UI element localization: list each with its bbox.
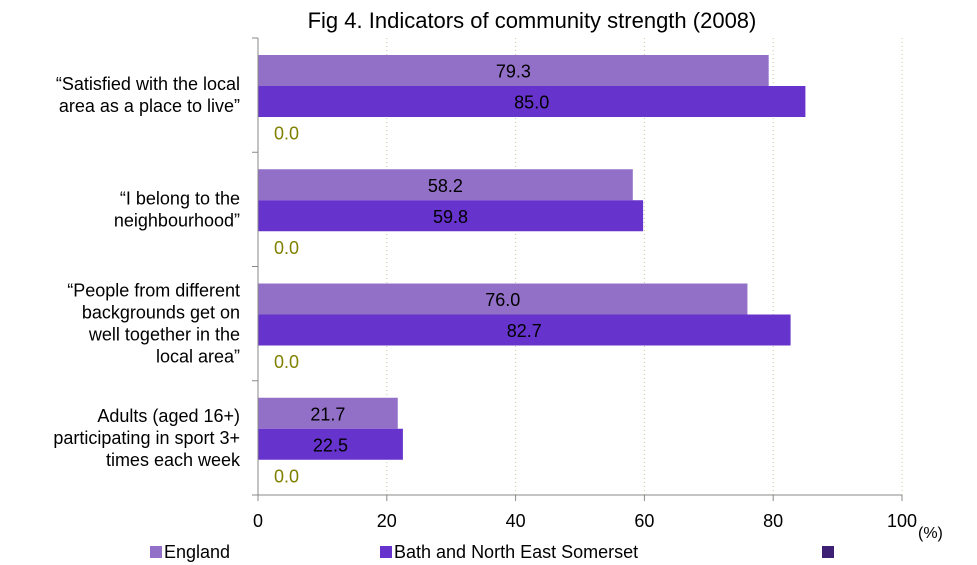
data-label: 79.3 (496, 62, 531, 82)
category-label: “Satisfied with the local area as a place… (56, 74, 240, 116)
bar (258, 200, 644, 232)
legend-swatch (150, 546, 162, 558)
bar (258, 55, 769, 86)
data-label: 58.2 (428, 176, 463, 196)
x-tick-label: 40 (506, 511, 526, 531)
data-label: 21.7 (310, 404, 345, 424)
legend-swatch (380, 546, 392, 558)
category-label-line: neighbourhood” (114, 210, 240, 230)
bar (258, 86, 806, 117)
axes (252, 37, 903, 501)
legend: England Bath and North East Somerset (150, 542, 834, 562)
x-tick-labels: 0 20 40 60 80 100 (253, 511, 917, 531)
legend-label: Bath and North East Somerset (394, 542, 638, 562)
x-tick-label: 20 (377, 511, 397, 531)
unit-label: (%) (918, 525, 943, 542)
category-label: “People from different backgrounds get on… (67, 281, 240, 367)
category-label-line: Adults (aged 16+) (97, 406, 240, 426)
data-label: 0.0 (274, 238, 299, 258)
data-label: 0.0 (274, 352, 299, 372)
bar (258, 169, 633, 201)
category-label-line: local area” (156, 347, 240, 367)
data-label: 85.0 (514, 93, 549, 113)
category-label-line: “People from different (67, 281, 240, 301)
category-label-line: times each week (106, 450, 241, 470)
category-label: Adults (aged 16+) participating in sport … (53, 406, 241, 470)
legend-swatch (822, 546, 834, 558)
bars: 79.3 85.0 0.0 58.2 59.8 0.0 76.0 82.7 0.0 21.7 22.… (258, 55, 806, 486)
category-labels: “Satisfied with the local area as a place… (53, 74, 241, 470)
bar (258, 397, 398, 429)
category-label-line: well together in the (88, 325, 240, 345)
legend-label: England (164, 542, 230, 562)
x-tick-label: 0 (253, 511, 263, 531)
category-label-line: backgrounds get on (82, 303, 240, 323)
data-label: 59.8 (433, 207, 468, 227)
chart-title: Fig 4. Indicators of community strength … (308, 8, 757, 33)
x-tick-label: 60 (634, 511, 654, 531)
category-label-line: “I belong to the (120, 188, 240, 208)
data-label: 0.0 (274, 124, 299, 144)
data-label: 82.7 (507, 321, 542, 341)
data-label: 76.0 (485, 290, 520, 310)
data-label: 0.0 (274, 466, 299, 486)
category-label: “I belong to the neighbourhood” (114, 188, 240, 230)
x-tick-label: 100 (887, 511, 917, 531)
category-label-line: area as a place to live” (59, 96, 240, 116)
bar (258, 283, 748, 315)
bar (258, 314, 791, 346)
bar (258, 428, 403, 460)
category-label-line: “Satisfied with the local (56, 74, 240, 94)
category-label-line: participating in sport 3+ (53, 428, 240, 448)
x-tick-label: 80 (763, 511, 783, 531)
data-label: 22.5 (313, 435, 348, 455)
